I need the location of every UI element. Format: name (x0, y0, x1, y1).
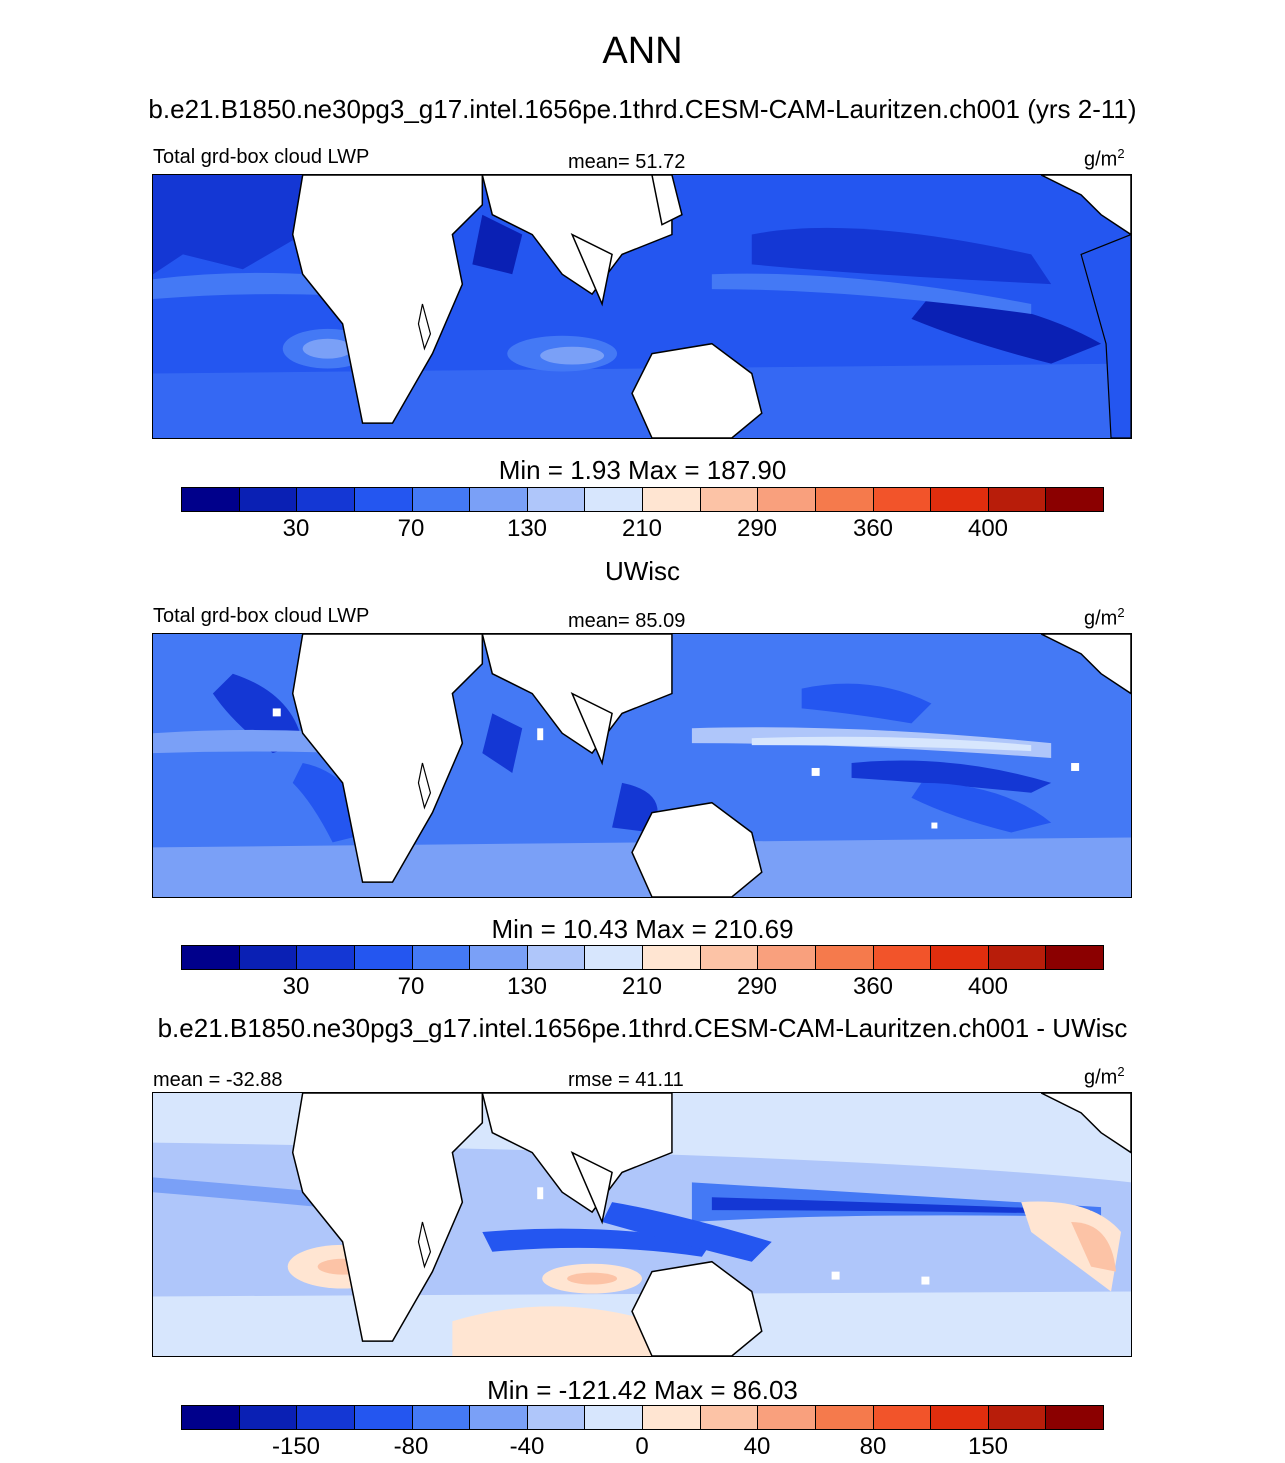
panel1-variable-label: Total grd-box cloud LWP (153, 146, 370, 168)
colorbar-cell (873, 488, 932, 511)
panel2-mean-label: mean= 85.09 (568, 610, 686, 632)
colorbar-cell (412, 488, 471, 511)
colorbar-cell (354, 946, 413, 969)
colorbar-cell (239, 946, 298, 969)
colorbar-cell (643, 1406, 701, 1429)
colorbar-cell (585, 946, 643, 969)
panel2-tick: 210 (621, 973, 663, 1000)
colorbar-cell (643, 946, 701, 969)
panel2-tick: 360 (852, 973, 894, 1000)
colorbar-cell (700, 1406, 759, 1429)
colorbar-cell (643, 488, 701, 511)
colorbar-cell (354, 488, 413, 511)
colorbar-cell (470, 488, 528, 511)
colorbar-cell (988, 488, 1047, 511)
colorbar-cell (758, 1406, 816, 1429)
colorbar-cell (815, 946, 874, 969)
colorbar-cell (527, 488, 586, 511)
colorbar-cell (239, 488, 298, 511)
colorbar-cell (1046, 488, 1103, 511)
colorbar-cell (815, 488, 874, 511)
panel2-min-max: Min = 10.43 Max = 210.69 (491, 914, 794, 944)
colorbar-cell (182, 946, 240, 969)
colorbar-cell (182, 1406, 240, 1429)
panel2-tick: 400 (967, 973, 1009, 1000)
colorbar-cell (873, 1406, 932, 1429)
panel3-tick: -80 (393, 1433, 429, 1460)
colorbar-cell (297, 488, 355, 511)
panel3-rmse-label: rmse = 41.11 (568, 1069, 684, 1091)
colorbar-cell (470, 946, 528, 969)
colorbar-cell (931, 488, 989, 511)
colorbar-cell (470, 1406, 528, 1429)
panel1-tick: 30 (282, 515, 310, 542)
panel3-tick: 150 (967, 1433, 1009, 1460)
colorbar-cell (412, 946, 471, 969)
panel2-tick: 70 (397, 973, 425, 1000)
colorbar-cell (527, 1406, 586, 1429)
panel1-colorbar (181, 487, 1104, 512)
panel1-tick: 130 (506, 515, 548, 542)
panel1-min-max: Min = 1.93 Max = 187.90 (498, 455, 787, 485)
colorbar-cell (700, 946, 759, 969)
colorbar-cell (182, 488, 240, 511)
colorbar-cell (931, 946, 989, 969)
panel1-tick: 290 (736, 515, 778, 542)
panel2-map (152, 633, 1132, 898)
panel3-map (152, 1092, 1132, 1357)
panel3-colorbar (181, 1405, 1104, 1430)
panel1-tick: 360 (852, 515, 894, 542)
panel2-units-label: g/m2 (1084, 605, 1125, 630)
colorbar-cell (758, 488, 816, 511)
panel2-tick: 130 (506, 973, 548, 1000)
colorbar-cell (585, 1406, 643, 1429)
colorbar-cell (700, 488, 759, 511)
colorbar-cell (758, 946, 816, 969)
colorbar-cell (297, 1406, 355, 1429)
panel3-title: b.e21.B1850.ne30pg3_g17.intel.1656pe.1th… (157, 1013, 1128, 1043)
colorbar-cell (1046, 1406, 1103, 1429)
colorbar-cell (585, 488, 643, 511)
panel3-tick: 0 (635, 1433, 649, 1460)
colorbar-cell (873, 946, 932, 969)
panel1-units-label: g/m2 (1084, 146, 1125, 171)
panel2-title: UWisc (604, 556, 681, 586)
figure-subtitle: b.e21.B1850.ne30pg3_g17.intel.1656pe.1th… (148, 94, 1137, 124)
figure-title: ANN (602, 30, 683, 72)
panel3-mean-label: mean = -32.88 (153, 1069, 283, 1091)
colorbar-cell (815, 1406, 874, 1429)
panel1-tick: 70 (397, 515, 425, 542)
panel2-tick: 290 (736, 973, 778, 1000)
panel1-mean-label: mean= 51.72 (568, 151, 686, 173)
colorbar-cell (988, 946, 1047, 969)
panel3-units-label: g/m2 (1084, 1064, 1125, 1089)
colorbar-cell (988, 1406, 1047, 1429)
panel3-tick: 80 (859, 1433, 887, 1460)
panel1-tick: 210 (621, 515, 663, 542)
colorbar-cell (1046, 946, 1103, 969)
colorbar-cell (297, 946, 355, 969)
panel3-min-max: Min = -121.42 Max = 86.03 (487, 1375, 798, 1405)
colorbar-cell (412, 1406, 471, 1429)
panel2-variable-label: Total grd-box cloud LWP (153, 605, 370, 627)
colorbar-cell (527, 946, 586, 969)
colorbar-cell (931, 1406, 989, 1429)
panel1-tick: 400 (967, 515, 1009, 542)
panel3-tick: -40 (509, 1433, 545, 1460)
colorbar-cell (239, 1406, 298, 1429)
panel2-tick: 30 (282, 973, 310, 1000)
panel3-tick: 40 (743, 1433, 771, 1460)
colorbar-cell (354, 1406, 413, 1429)
panel1-map (152, 174, 1132, 439)
panel3-tick: -150 (271, 1433, 321, 1460)
panel2-colorbar (181, 945, 1104, 970)
